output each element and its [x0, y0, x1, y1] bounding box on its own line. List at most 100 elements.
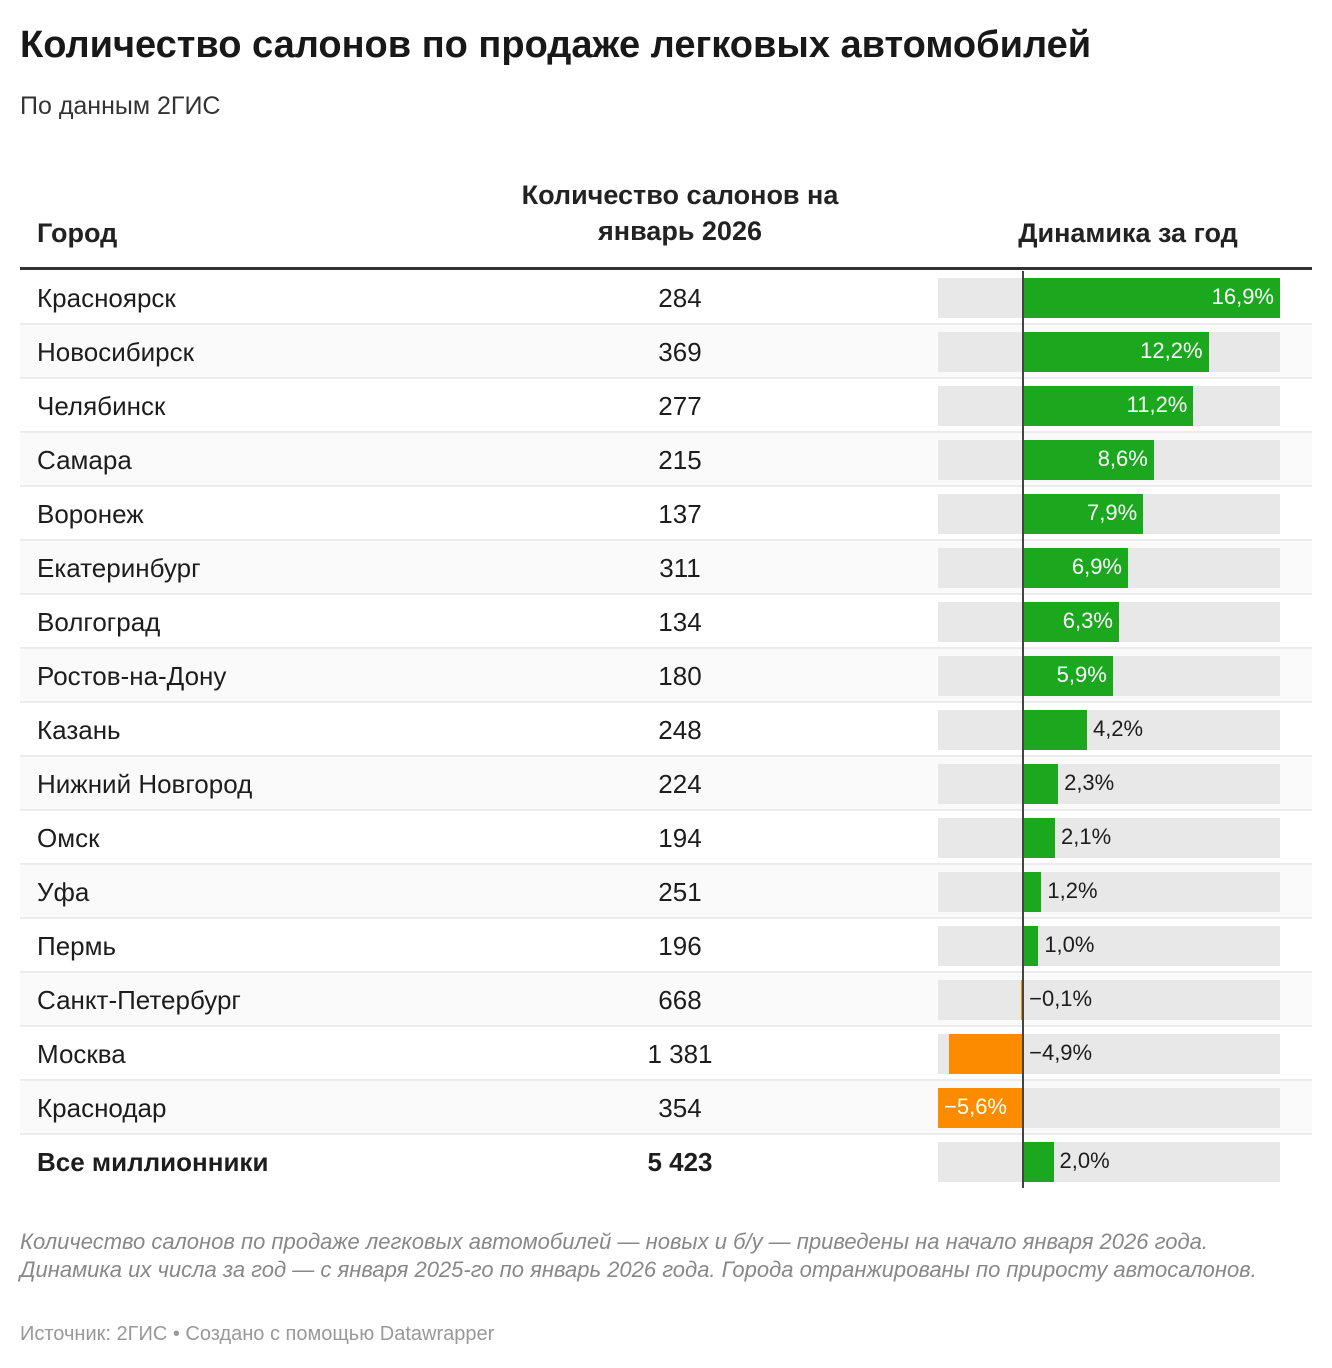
table-row: Ростов-на-Дону 180 5,9% — [20, 649, 1312, 703]
city-name: Омск — [37, 823, 100, 853]
salon-count: 5 423 — [647, 1147, 713, 1177]
change-bar — [1023, 548, 1128, 588]
salon-count: 277 — [658, 391, 702, 421]
change-bar — [1023, 710, 1087, 750]
change-label: 1,2% — [1047, 878, 1098, 903]
salon-count: 369 — [658, 337, 702, 367]
change-label: 16,9% — [1211, 284, 1274, 309]
table-row: Пермь 196 1,0% — [20, 919, 1312, 973]
table-row: Екатеринбург 311 6,9% — [20, 541, 1312, 595]
table-row: Нижний Новгород 224 2,3% — [20, 757, 1312, 811]
header-count[interactable]: Количество салонов на январь 2026 — [521, 180, 839, 246]
total-row: Все миллионники 5 423 2,0% — [20, 1135, 1312, 1189]
header-city[interactable]: Город — [37, 218, 118, 248]
table-row: Омск 194 2,1% — [20, 811, 1312, 865]
change-bar — [1023, 386, 1194, 426]
city-name: Санкт-Петербург — [37, 985, 241, 1015]
table-row: Волгоград 134 6,3% — [20, 595, 1312, 649]
bar-background — [938, 818, 1280, 858]
city-name: Самара — [37, 445, 132, 475]
change-label: 2,0% — [1059, 1148, 1110, 1173]
bar-background — [938, 872, 1280, 912]
change-label: 4,2% — [1092, 716, 1144, 741]
salon-count: 194 — [658, 823, 702, 853]
city-name: Все миллионники — [37, 1147, 269, 1177]
change-label: 12,2% — [1140, 338, 1203, 363]
change-bar — [1023, 1142, 1054, 1182]
salon-count: 1 381 — [647, 1039, 713, 1069]
salon-count: 134 — [658, 607, 702, 637]
city-name: Краснодар — [37, 1093, 167, 1123]
city-name: Воронеж — [37, 499, 144, 529]
city-name: Волгоград — [37, 607, 161, 637]
table-row: Краснодар 354 −5,6% — [20, 1081, 1312, 1135]
change-label: 11,2% — [1126, 392, 1188, 417]
salon-count: 311 — [659, 553, 701, 583]
change-label: −5,6% — [944, 1094, 1007, 1119]
change-bar — [1023, 332, 1209, 372]
change-label: 2,1% — [1061, 824, 1112, 849]
salon-count: 284 — [658, 283, 702, 313]
chart-title: Количество салонов по продаже легковых а… — [20, 24, 1092, 66]
change-bar — [1023, 440, 1154, 480]
change-label: 6,3% — [1062, 608, 1113, 633]
change-label: 7,9% — [1087, 500, 1138, 525]
city-name: Челябинск — [37, 391, 166, 421]
chart-subtitle: По данным 2ГИС — [20, 92, 221, 120]
table-row: Челябинск 277 11,2% — [20, 379, 1312, 433]
footnote: Количество салонов по продаже легковых а… — [20, 1229, 1257, 1282]
salon-count: 180 — [658, 661, 702, 691]
salon-count: 248 — [658, 715, 702, 745]
source-line: Источник: 2ГИС • Создано с помощью Dataw… — [20, 1323, 495, 1345]
change-bar — [1023, 278, 1280, 318]
zero-line — [1022, 271, 1024, 1188]
change-label: 5,9% — [1056, 662, 1107, 687]
change-bar — [1023, 602, 1119, 642]
table-row: Уфа 251 1,2% — [20, 865, 1312, 919]
change-bar — [1023, 926, 1039, 966]
table-header: Город Количество салонов на январь 2026 … — [20, 176, 1312, 270]
table-row: Москва 1 381 −4,9% — [20, 1027, 1312, 1081]
table-row: Новосибирск 369 12,2% — [20, 325, 1312, 379]
salon-count: 196 — [658, 931, 702, 961]
change-bar — [1023, 656, 1113, 696]
change-label: 2,3% — [1064, 770, 1115, 795]
change-label: 6,9% — [1071, 554, 1122, 579]
change-bar — [1023, 494, 1144, 534]
change-label: −4,9% — [1029, 1040, 1093, 1065]
bar-background — [938, 926, 1280, 966]
salon-count: 251 — [658, 877, 702, 907]
change-label: 8,6% — [1097, 446, 1148, 471]
table-row: Самара 215 8,6% — [20, 433, 1312, 487]
city-name: Красноярск — [37, 283, 176, 313]
city-name: Ростов-на-Дону — [37, 661, 227, 691]
change-bar — [1023, 764, 1059, 804]
change-bar — [1023, 818, 1056, 858]
salon-count: 224 — [658, 769, 702, 799]
bar-background — [938, 980, 1280, 1020]
salon-count: 137 — [658, 499, 702, 529]
header-dynamics[interactable]: Динамика за год — [1018, 218, 1238, 248]
bar-background — [938, 710, 1280, 750]
city-name: Нижний Новгород — [37, 769, 253, 799]
bar-background — [938, 1142, 1280, 1182]
table-body: Красноярск 284 16,9% Новосибирск 369 12,2… — [20, 271, 1312, 1189]
city-name: Казань — [37, 715, 121, 745]
bar-background — [938, 764, 1280, 804]
salon-count: 215 — [658, 445, 702, 475]
salon-count: 668 — [658, 985, 702, 1015]
city-name: Уфа — [37, 877, 90, 907]
city-name: Екатеринбург — [37, 553, 201, 583]
city-name: Пермь — [37, 931, 117, 961]
change-label: 1,0% — [1044, 932, 1095, 957]
city-name: Новосибирск — [37, 337, 194, 367]
salon-count: 354 — [658, 1093, 702, 1123]
table-row: Красноярск 284 16,9% — [20, 271, 1312, 325]
table-row: Казань 248 4,2% — [20, 703, 1312, 757]
change-bar — [1023, 872, 1042, 912]
table-row: Санкт-Петербург 668 −0,1% — [20, 973, 1312, 1027]
city-name: Москва — [37, 1039, 126, 1069]
change-bar — [938, 1088, 1024, 1128]
change-label: −0,1% — [1029, 986, 1093, 1011]
change-bar — [948, 1034, 1024, 1074]
